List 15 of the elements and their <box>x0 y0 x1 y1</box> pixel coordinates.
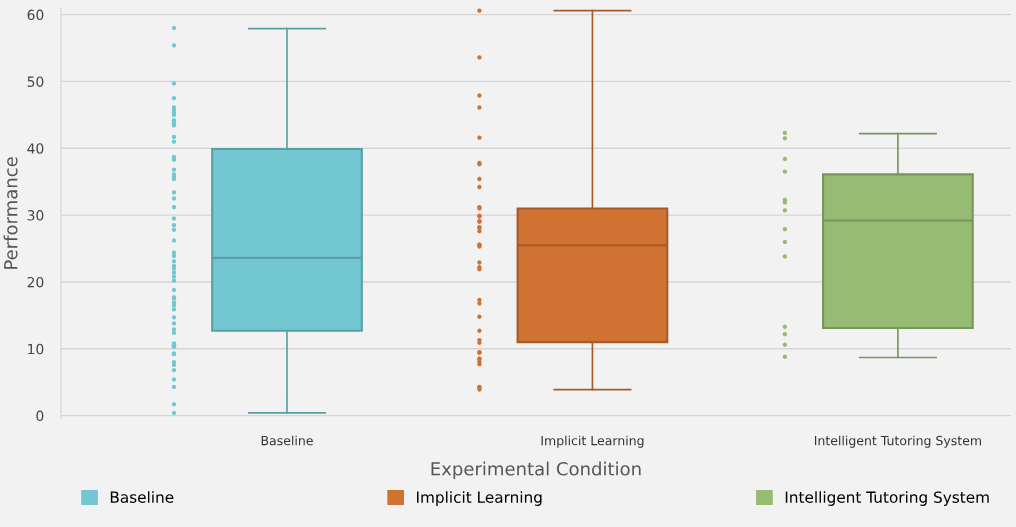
y-axis-title: Performance <box>3 157 18 269</box>
legend-label: Intelligent Tutoring System <box>785 491 989 506</box>
y-tick-label: 10 <box>28 343 44 355</box>
x-axis-title: Experimental Condition <box>431 461 641 480</box>
y-tick-label: 40 <box>27 143 44 154</box>
legend-label: Implicit Learning <box>417 491 542 506</box>
y-tick-label: 0 <box>36 410 44 422</box>
y-tick-label: 50 <box>27 76 44 87</box>
y-tick-label: 20 <box>27 276 44 288</box>
y-tick-label: 60 <box>27 9 44 21</box>
legend-label: Baseline <box>110 491 174 503</box>
x-tick-label: Baseline <box>261 435 313 446</box>
y-tick-label: 30 <box>27 210 44 221</box>
x-tick-label: Intelligent Tutoring System <box>814 435 981 448</box>
x-tick-label: Implicit Learning <box>541 435 644 448</box>
